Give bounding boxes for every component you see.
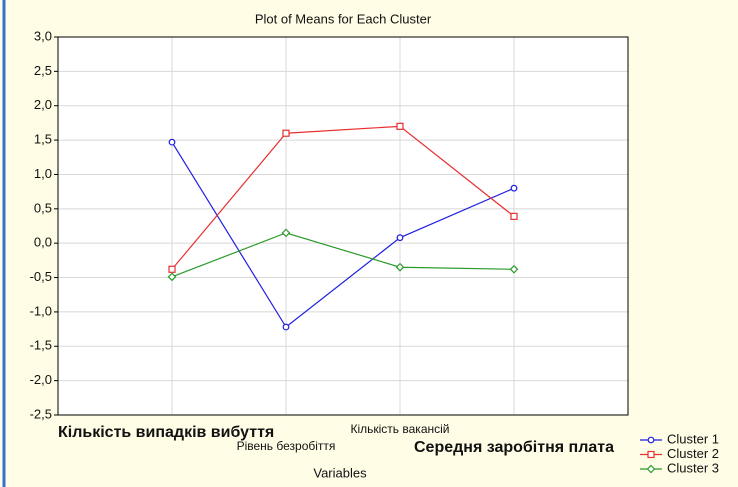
data-point (396, 122, 404, 130)
y-tick-label: 3,0 (34, 28, 52, 43)
y-tick-label: 1,5 (34, 132, 52, 147)
x-tick-label: Середня заробітня плата (414, 439, 614, 456)
y-tick-label: -2,0 (30, 372, 52, 387)
y-tick-label: -0,5 (30, 269, 52, 284)
legend-marker (647, 436, 655, 444)
y-tick-label: 0,0 (34, 235, 52, 250)
plot-frame (57, 36, 629, 416)
legend-label: Cluster 2 (667, 446, 719, 461)
y-tick-label: -2,5 (30, 406, 52, 421)
x-tick-label: Кількість випадків вибуття (58, 424, 274, 441)
y-tick-label: 0,5 (34, 200, 52, 215)
data-point (167, 272, 177, 282)
data-point (395, 262, 405, 272)
legend-marker (647, 450, 655, 459)
data-point (168, 265, 176, 273)
y-tick-label: -1,0 (30, 303, 52, 318)
y-tick-label: 1,0 (34, 166, 52, 181)
data-point (509, 264, 519, 274)
legend-label: Cluster 1 (667, 431, 719, 446)
data-point (510, 184, 518, 192)
data-point (281, 228, 291, 238)
data-point (510, 212, 518, 220)
y-tick-label: 2,5 (34, 63, 52, 78)
legend-marker (646, 464, 656, 474)
data-point (282, 129, 290, 137)
x-tick-label: Кількість вакансій (350, 422, 449, 436)
y-tick-label: 2,0 (34, 97, 52, 112)
data-point (168, 138, 176, 146)
x-tick-label: Рівень безробіття (237, 439, 336, 453)
data-point (282, 323, 290, 331)
chart-title: Plot of Means for Each Cluster (255, 11, 432, 26)
plot-area (58, 37, 628, 415)
series-line (171, 232, 515, 278)
x-axis-label: Variables (313, 465, 367, 480)
legend-label: Cluster 3 (667, 460, 719, 475)
data-point (396, 234, 404, 242)
series-line (171, 125, 515, 270)
y-tick-label: -1,5 (30, 338, 52, 353)
series-line (171, 141, 515, 328)
